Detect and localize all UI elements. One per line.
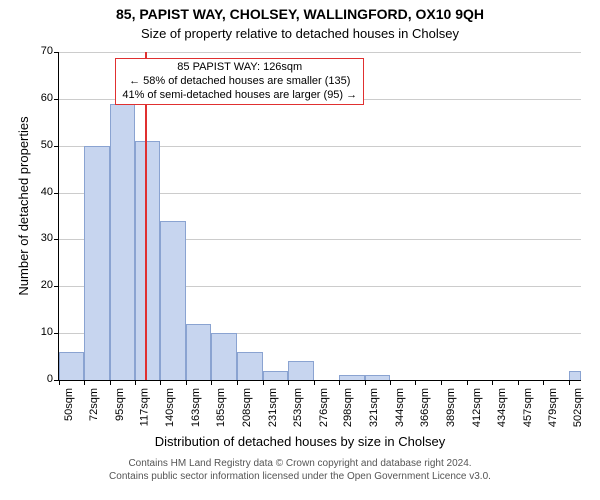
x-tick-mark (263, 380, 264, 385)
x-tick-mark (160, 380, 161, 385)
y-tick-label: 40 (25, 186, 53, 198)
x-tick-mark (339, 380, 340, 385)
x-tick-label: 163sqm (190, 388, 202, 427)
plot-area: 01020304050607050sqm72sqm95sqm117sqm140s… (58, 52, 581, 381)
x-tick-mark (84, 380, 85, 385)
x-tick-label: 72sqm (88, 388, 100, 421)
chart-subtitle: Size of property relative to detached ho… (0, 26, 600, 41)
y-tick-label: 20 (25, 279, 53, 291)
x-tick-mark (543, 380, 544, 385)
histogram-bar (288, 361, 314, 380)
x-tick-mark (110, 380, 111, 385)
x-tick-mark (314, 380, 315, 385)
x-tick-label: 366sqm (419, 388, 431, 427)
x-tick-mark (569, 380, 570, 385)
x-tick-mark (365, 380, 366, 385)
y-tick-mark (54, 99, 59, 100)
y-tick-label: 30 (25, 232, 53, 244)
y-tick-mark (54, 146, 59, 147)
annotation-line-2: ← 58% of detached houses are smaller (13… (122, 75, 357, 89)
x-tick-mark (211, 380, 212, 385)
histogram-bar (339, 375, 365, 380)
y-tick-label: 60 (25, 92, 53, 104)
x-tick-mark (415, 380, 416, 385)
y-tick-label: 0 (25, 373, 53, 385)
grid-line (59, 52, 581, 53)
x-tick-mark (390, 380, 391, 385)
x-tick-label: 95sqm (114, 388, 126, 421)
x-tick-label: 434sqm (496, 388, 508, 427)
x-tick-mark (441, 380, 442, 385)
x-axis-title: Distribution of detached houses by size … (0, 434, 600, 449)
x-tick-mark (467, 380, 468, 385)
histogram-bar (237, 352, 263, 380)
y-tick-mark (54, 333, 59, 334)
property-size-histogram: 85, PAPIST WAY, CHOLSEY, WALLINGFORD, OX… (0, 0, 600, 500)
y-tick-mark (54, 193, 59, 194)
histogram-bar (135, 141, 161, 380)
histogram-bar (59, 352, 84, 380)
histogram-bar (569, 371, 581, 380)
x-tick-label: 502sqm (573, 388, 585, 427)
histogram-bar (186, 324, 211, 380)
x-tick-label: 412sqm (471, 388, 483, 427)
x-tick-label: 457sqm (522, 388, 534, 427)
histogram-bar (110, 104, 135, 380)
x-tick-label: 117sqm (139, 388, 151, 426)
chart-title: 85, PAPIST WAY, CHOLSEY, WALLINGFORD, OX… (0, 6, 600, 22)
y-tick-mark (54, 239, 59, 240)
y-tick-label: 10 (25, 326, 53, 338)
x-tick-mark (186, 380, 187, 385)
y-tick-mark (54, 286, 59, 287)
x-tick-label: 298sqm (343, 388, 355, 427)
histogram-bar (263, 371, 288, 380)
x-tick-mark (492, 380, 493, 385)
x-tick-label: 344sqm (394, 388, 406, 427)
x-tick-mark (518, 380, 519, 385)
annotation-line-3: 41% of semi-detached houses are larger (… (122, 89, 357, 103)
annotation-line-1: 85 PAPIST WAY: 126sqm (122, 61, 357, 75)
x-tick-label: 50sqm (63, 388, 75, 421)
x-tick-mark (135, 380, 136, 385)
histogram-bar (211, 333, 237, 380)
copyright-line-2: Contains public sector information licen… (0, 471, 600, 484)
y-tick-mark (54, 52, 59, 53)
x-tick-mark (59, 380, 60, 385)
x-tick-label: 140sqm (164, 388, 176, 427)
x-tick-label: 276sqm (318, 388, 330, 427)
annotation-box: 85 PAPIST WAY: 126sqm← 58% of detached h… (115, 58, 364, 105)
x-tick-label: 479sqm (547, 388, 559, 427)
x-tick-label: 321sqm (369, 388, 381, 427)
y-tick-label: 70 (25, 45, 53, 57)
histogram-bar (84, 146, 110, 380)
y-tick-label: 50 (25, 139, 53, 151)
x-tick-label: 208sqm (241, 388, 253, 427)
histogram-bar (160, 221, 186, 380)
x-tick-mark (288, 380, 289, 385)
copyright-notice: Contains HM Land Registry data © Crown c… (0, 458, 600, 483)
x-tick-label: 253sqm (292, 388, 304, 427)
copyright-line-1: Contains HM Land Registry data © Crown c… (0, 458, 600, 471)
x-tick-label: 231sqm (267, 388, 279, 427)
x-tick-mark (237, 380, 238, 385)
histogram-bar (365, 375, 391, 380)
x-tick-label: 185sqm (215, 388, 227, 427)
x-tick-label: 389sqm (445, 388, 457, 427)
